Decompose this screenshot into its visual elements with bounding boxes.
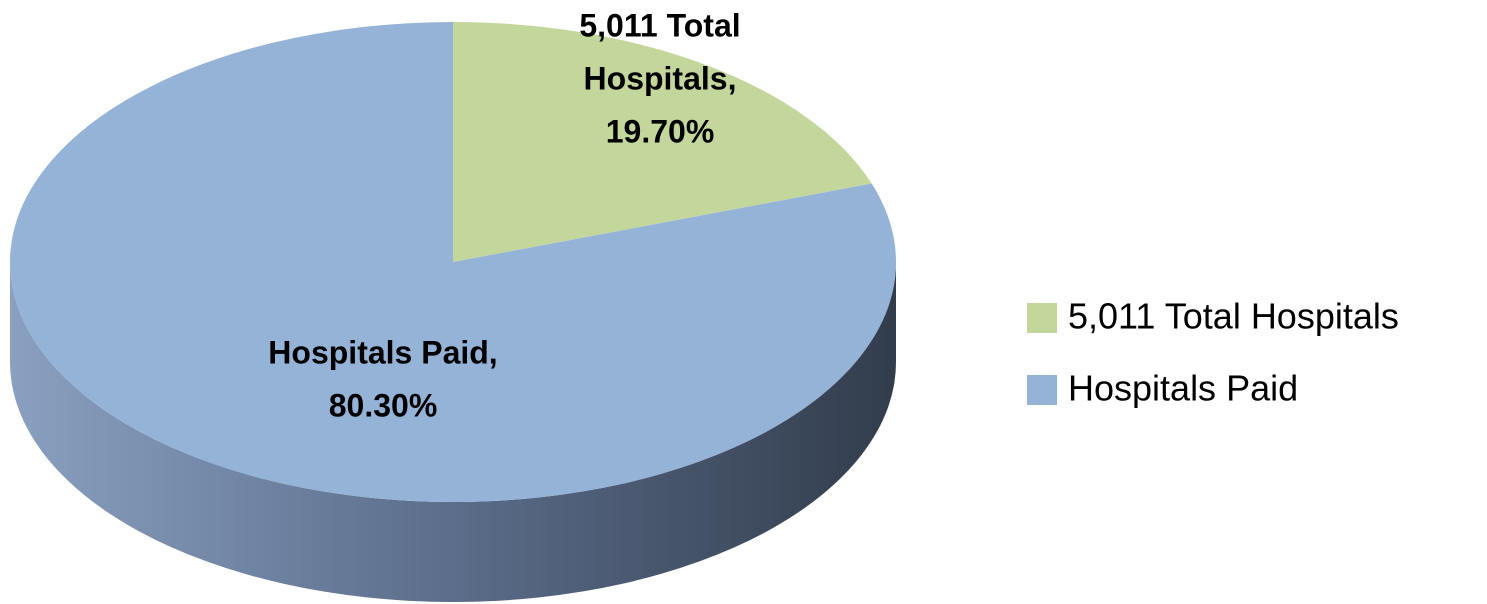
legend-label: 5,011 Total Hospitals [1068,296,1399,337]
legend-swatch [1027,303,1057,333]
data-label: 5,011 Total [579,7,740,43]
slice [453,22,872,262]
data-label: Hospitals Paid, [268,334,497,370]
data-label: Hospitals, [584,60,737,96]
data-label: 80.30% [329,387,438,423]
slice-side [10,262,896,602]
slice [10,22,896,503]
legend-label: Hospitals Paid [1068,368,1298,409]
data-label: 19.70% [606,113,715,149]
legend-swatch [1027,375,1057,405]
